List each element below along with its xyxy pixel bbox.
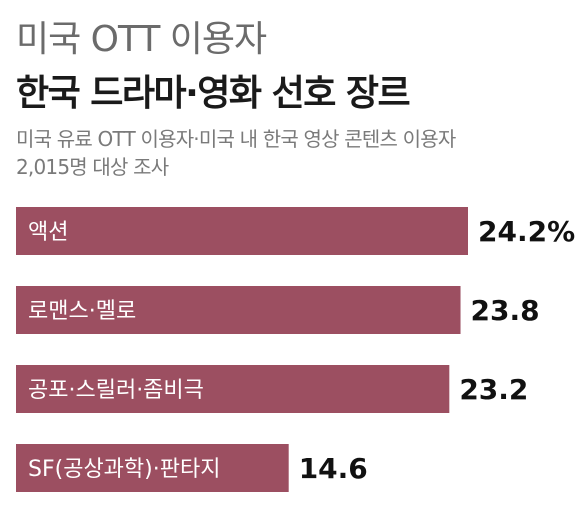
chart-subtitle: 미국 유료 OTT 이용자·미국 내 한국 영상 콘텐츠 이용자 2,015명 … [16, 125, 582, 181]
chart-title-line2: 한국 드라마·영화 선호 장르 [16, 73, 411, 114]
bar-value-label-2: 23.2 [459, 373, 528, 406]
bar-value-label-3: 14.6 [299, 452, 368, 485]
bar-value-label-1: 23.8 [471, 294, 540, 327]
bar-3 [16, 444, 289, 492]
bar-2 [16, 365, 450, 413]
bar-category-label-3: SF(공상과학)·판타지 [28, 457, 220, 482]
subtitle-line2: 2,015명 대상 조사 [16, 155, 169, 179]
bar-category-label-2: 공포·스릴러·좀비극 [28, 378, 204, 403]
bar-0 [16, 207, 468, 255]
subtitle-line1: 미국 유료 OTT 이용자·미국 내 한국 영상 콘텐츠 이용자 [16, 127, 456, 151]
chart-title-line1: 미국 OTT 이용자 [16, 19, 267, 60]
bar-value-label-0: 24.2% [478, 215, 575, 248]
bar-category-label-0: 액션 [28, 220, 68, 245]
bar-category-label-1: 로맨스·멜로 [28, 299, 136, 324]
bar-1 [16, 286, 461, 334]
